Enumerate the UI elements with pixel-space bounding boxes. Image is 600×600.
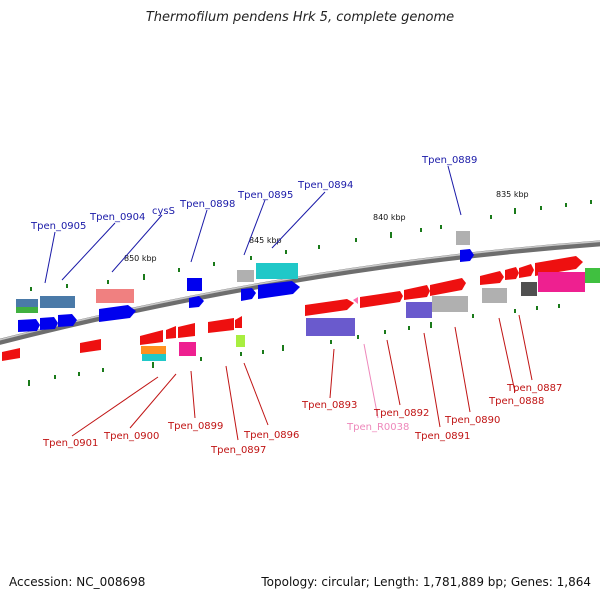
- gene-0893-arrow: [305, 299, 354, 316]
- gene-green: [585, 268, 600, 283]
- gene-0890-arrow: [430, 278, 466, 296]
- gene-0895-arrow: [241, 288, 256, 301]
- label-tpen-0894: Tpen_0894: [297, 180, 353, 191]
- gene-long-arrow: [535, 256, 583, 276]
- gene-magenta: [538, 272, 585, 292]
- scale-label-835: 835 kbp: [496, 190, 529, 199]
- label-tpen-R0038: Tpen_R0038: [346, 422, 409, 433]
- gene-0891-arrow: [404, 285, 430, 300]
- label-tpen-0899: Tpen_0899: [167, 421, 223, 432]
- gene-0889-arrow: [460, 249, 474, 262]
- gene-0897-arrow: [208, 318, 234, 333]
- gene-0889: [456, 231, 470, 245]
- gene-0901-cyan: [142, 354, 166, 361]
- gene-0898-arrow: [189, 296, 204, 308]
- scale-label-850: 850 kbp: [124, 254, 157, 263]
- scale-ticks-inner: [28, 304, 560, 386]
- label-tpen-0890: Tpen_0890: [444, 415, 500, 426]
- scale-label-845: 845 kbp: [249, 236, 282, 245]
- scale-label-840: 840 kbp: [373, 213, 406, 222]
- genome-backbone: [0, 240, 600, 345]
- label-tpen-0887: Tpen_0887: [506, 383, 562, 394]
- gene-0894-cyan: [256, 263, 298, 279]
- gene-0901-orange: [141, 346, 166, 354]
- label-cyss: cysS: [152, 206, 175, 217]
- gene-0899-arrow: [178, 323, 195, 338]
- label-tpen-0893: Tpen_0893: [301, 400, 357, 411]
- genome-summary-text: Topology: circular; Length: 1,781,889 bp…: [261, 575, 591, 589]
- top-labels: Tpen_0905 Tpen_0904 cysS Tpen_0898 Tpen_…: [30, 155, 477, 232]
- gene-small-arrow: [519, 264, 534, 278]
- gene-0898: [187, 278, 202, 291]
- label-tpen-0904: Tpen_0904: [89, 212, 145, 223]
- reverse-genes: [2, 316, 245, 361]
- gene-0888-arrow: [480, 271, 504, 285]
- gene-R0038: [353, 297, 358, 304]
- label-tpen-0900: Tpen_0900: [103, 431, 159, 442]
- label-tpen-0895: Tpen_0895: [237, 190, 293, 201]
- label-tpen-0897: Tpen_0897: [210, 445, 266, 456]
- gene-reverse-1: [80, 339, 101, 353]
- gene-0894-arrow: [258, 281, 300, 299]
- gene-0901-arrow: [140, 330, 163, 345]
- gene-0891-purple: [406, 302, 432, 318]
- accession-text: Accession: NC_008698: [9, 575, 146, 589]
- gene-cysS-arrow: [99, 305, 136, 322]
- label-tpen-0896: Tpen_0896: [243, 430, 299, 441]
- genome-title: Thermofilum pendens Hrk 5, complete geno…: [145, 10, 455, 25]
- forward-genes: [16, 231, 600, 336]
- genome-backbone-highlight: [0, 240, 600, 341]
- gene-0892-arrow: [360, 291, 403, 308]
- gene-0904-track: [40, 296, 75, 308]
- gene-0887-arrow: [505, 267, 519, 280]
- gene-arrow-1: [18, 319, 40, 332]
- label-tpen-0888: Tpen_0888: [488, 396, 544, 407]
- gene-0899-magenta: [179, 342, 196, 356]
- label-tpen-0891: Tpen_0891: [414, 431, 470, 442]
- gene-arrow-2: [40, 317, 58, 330]
- label-tpen-0901: Tpen_0901: [42, 438, 98, 449]
- gene-leftmost: [2, 348, 20, 361]
- gene-arrow-3: [58, 314, 77, 327]
- gene-0900-arrow: [166, 326, 176, 339]
- bottom-labels: Tpen_0901 Tpen_0900 Tpen_0899 Tpen_0897 …: [42, 383, 562, 456]
- gene-0896-green: [236, 335, 245, 347]
- scale-ticks-outer: [30, 200, 592, 291]
- label-tpen-0905: Tpen_0905: [30, 221, 86, 232]
- gene-0895: [237, 270, 254, 282]
- gene-dark: [521, 282, 537, 296]
- gene-0905-track-green: [16, 307, 38, 313]
- gene-cysS: [96, 289, 134, 303]
- gene-0890-gray: [432, 296, 468, 312]
- leader-lines-top: [44, 165, 462, 284]
- label-tpen-0898: Tpen_0898: [179, 199, 235, 210]
- label-tpen-0892: Tpen_0892: [373, 408, 429, 419]
- gene-0893-purple: [306, 318, 355, 336]
- gene-0896-arrow: [235, 316, 242, 328]
- gene-0888-gray: [482, 288, 507, 303]
- leader-line-rna: [363, 343, 379, 419]
- gene-0905-track: [16, 299, 38, 308]
- label-tpen-0889: Tpen_0889: [421, 155, 477, 166]
- leader-lines-bottom: [71, 314, 533, 441]
